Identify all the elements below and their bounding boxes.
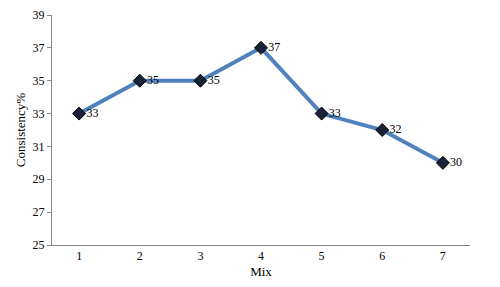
- svg-text:37: 37: [33, 41, 45, 55]
- svg-text:33: 33: [329, 106, 341, 120]
- svg-text:33: 33: [86, 106, 98, 120]
- svg-text:25: 25: [33, 238, 45, 252]
- svg-text:31: 31: [33, 140, 45, 154]
- svg-text:5: 5: [319, 249, 325, 263]
- svg-text:37: 37: [268, 40, 280, 54]
- svg-text:27: 27: [33, 205, 45, 219]
- svg-text:Consistency%: Consistency%: [13, 93, 28, 168]
- svg-text:39: 39: [33, 8, 45, 22]
- svg-text:35: 35: [208, 73, 220, 87]
- svg-text:Mix: Mix: [250, 264, 272, 279]
- svg-text:4: 4: [258, 249, 264, 263]
- svg-text:3: 3: [197, 249, 203, 263]
- svg-text:6: 6: [379, 249, 385, 263]
- svg-text:29: 29: [33, 172, 45, 186]
- svg-text:33: 33: [33, 107, 45, 121]
- svg-text:30: 30: [450, 155, 462, 169]
- svg-text:2: 2: [137, 249, 143, 263]
- svg-text:35: 35: [33, 74, 45, 88]
- svg-text:1: 1: [76, 249, 82, 263]
- svg-text:32: 32: [389, 122, 401, 136]
- svg-text:7: 7: [440, 249, 446, 263]
- svg-text:35: 35: [147, 73, 159, 87]
